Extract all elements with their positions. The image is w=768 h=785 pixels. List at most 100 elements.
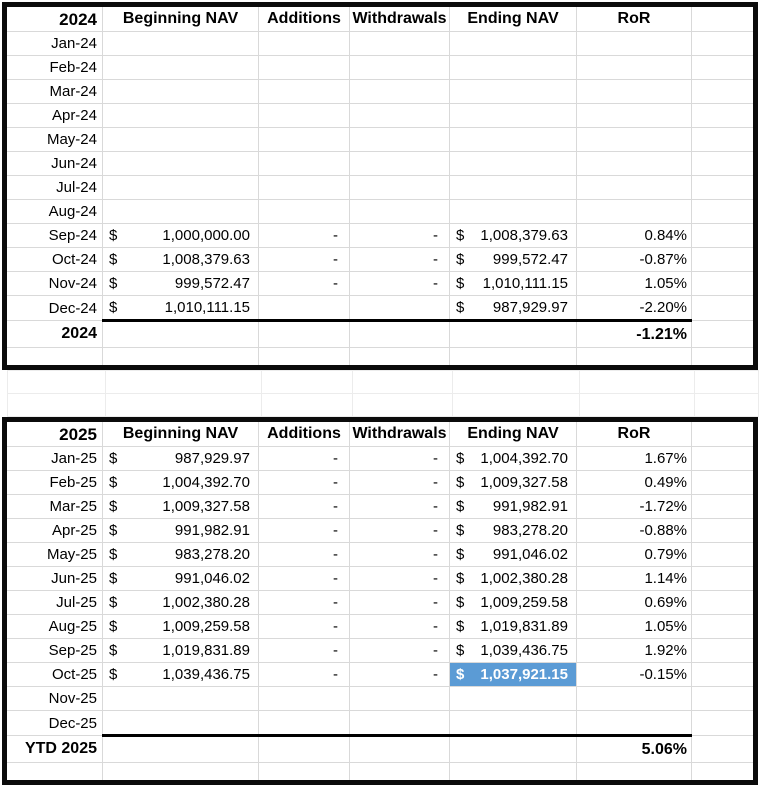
cell-empty[interactable]: [576, 762, 692, 783]
cell-withdrawals[interactable]: [349, 295, 450, 321]
cell-beginning-nav[interactable]: [102, 103, 259, 128]
cell-additions[interactable]: -: [258, 614, 350, 639]
total-ror-cell[interactable]: 5.06%: [576, 734, 692, 763]
cell-empty[interactable]: [579, 370, 695, 394]
cell-additions[interactable]: [258, 199, 350, 224]
cell-month[interactable]: Mar-25: [4, 494, 103, 519]
cell-withdrawals[interactable]: [349, 710, 450, 736]
cell-additions[interactable]: [258, 295, 350, 321]
cell-withdrawals[interactable]: -: [349, 662, 450, 687]
cell-ror[interactable]: -2.20%: [576, 295, 692, 321]
cell-ending-nav[interactable]: $1,008,379.63: [449, 223, 577, 248]
cell-beginning-nav[interactable]: [102, 199, 259, 224]
cell-additions[interactable]: [258, 103, 350, 128]
cell-empty[interactable]: [691, 320, 756, 348]
cell-withdrawals[interactable]: -: [349, 638, 450, 663]
cell-ending-nav[interactable]: [449, 199, 577, 224]
cell-empty[interactable]: [261, 393, 353, 417]
cell-beginning-nav[interactable]: $991,982.91: [102, 518, 259, 543]
cell-month[interactable]: Nov-25: [4, 686, 103, 711]
cell-withdrawals[interactable]: -: [349, 271, 450, 296]
cell-beginning-nav[interactable]: [102, 127, 259, 152]
cell-withdrawals[interactable]: [349, 199, 450, 224]
cell-month[interactable]: Jul-25: [4, 590, 103, 615]
cell-empty[interactable]: [352, 370, 453, 394]
cell-empty[interactable]: [691, 247, 756, 272]
cell-withdrawals[interactable]: [349, 31, 450, 56]
cell-ror[interactable]: [576, 199, 692, 224]
cell-empty[interactable]: [691, 347, 756, 368]
cell-ending-nav[interactable]: $983,278.20: [449, 518, 577, 543]
cell-withdrawals[interactable]: [349, 151, 450, 176]
header-beginning-nav[interactable]: Beginning NAV: [102, 4, 259, 32]
cell-beginning-nav[interactable]: [102, 710, 259, 736]
cell-ror[interactable]: 0.69%: [576, 590, 692, 615]
cell-empty[interactable]: [449, 319, 577, 348]
cell-month[interactable]: Jun-25: [4, 566, 103, 591]
cell-additions[interactable]: [258, 79, 350, 104]
cell-ror[interactable]: [576, 710, 692, 736]
cell-empty[interactable]: [691, 4, 756, 32]
cell-beginning-nav[interactable]: $1,004,392.70: [102, 470, 259, 495]
cell-empty[interactable]: [102, 319, 259, 348]
cell-empty[interactable]: [349, 762, 450, 783]
cell-withdrawals[interactable]: -: [349, 590, 450, 615]
cell-ror[interactable]: 0.49%: [576, 470, 692, 495]
cell-empty[interactable]: [4, 762, 103, 783]
cell-empty[interactable]: [691, 638, 756, 663]
cell-beginning-nav[interactable]: [102, 55, 259, 80]
cell-ror[interactable]: -0.15%: [576, 662, 692, 687]
cell-withdrawals[interactable]: [349, 127, 450, 152]
cell-additions[interactable]: [258, 127, 350, 152]
cell-ending-nav[interactable]: $1,002,380.28: [449, 566, 577, 591]
cell-month[interactable]: Feb-24: [4, 55, 103, 80]
cell-additions[interactable]: [258, 55, 350, 80]
cell-beginning-nav[interactable]: $1,039,436.75: [102, 662, 259, 687]
cell-beginning-nav[interactable]: [102, 151, 259, 176]
cell-empty[interactable]: [691, 199, 756, 224]
cell-empty[interactable]: [691, 151, 756, 176]
cell-ending-nav[interactable]: [449, 31, 577, 56]
cell-empty[interactable]: [691, 223, 756, 248]
cell-empty[interactable]: [579, 393, 695, 417]
cell-beginning-nav[interactable]: $987,929.97: [102, 446, 259, 471]
cell-ending-nav[interactable]: $991,982.91: [449, 494, 577, 519]
cell-additions[interactable]: -: [258, 494, 350, 519]
cell-ror[interactable]: 1.92%: [576, 638, 692, 663]
cell-empty[interactable]: [694, 370, 759, 394]
cell-ror[interactable]: -0.87%: [576, 247, 692, 272]
total-label-cell[interactable]: 2024: [4, 320, 103, 348]
cell-ror[interactable]: [576, 151, 692, 176]
cell-ending-nav[interactable]: $991,046.02: [449, 542, 577, 567]
cell-empty[interactable]: [691, 614, 756, 639]
cell-beginning-nav[interactable]: $1,019,831.89: [102, 638, 259, 663]
cell-beginning-nav[interactable]: $1,008,379.63: [102, 247, 259, 272]
header-beginning-nav[interactable]: Beginning NAV: [102, 419, 259, 447]
cell-additions[interactable]: -: [258, 590, 350, 615]
cell-empty[interactable]: [258, 734, 350, 763]
cell-empty[interactable]: [691, 518, 756, 543]
cell-empty[interactable]: [105, 393, 262, 417]
cell-withdrawals[interactable]: -: [349, 247, 450, 272]
cell-month[interactable]: Oct-25: [4, 662, 103, 687]
cell-month[interactable]: Jan-24: [4, 31, 103, 56]
cell-withdrawals[interactable]: [349, 175, 450, 200]
cell-withdrawals[interactable]: -: [349, 542, 450, 567]
cell-ending-nav-selected[interactable]: $1,037,921.15: [449, 662, 577, 687]
cell-additions[interactable]: -: [258, 247, 350, 272]
cell-ror[interactable]: -1.72%: [576, 494, 692, 519]
cell-ending-nav[interactable]: $1,009,259.58: [449, 590, 577, 615]
cell-empty[interactable]: [691, 735, 756, 763]
header-withdrawals[interactable]: Withdrawals: [349, 419, 450, 447]
cell-ending-nav[interactable]: [449, 127, 577, 152]
cell-additions[interactable]: -: [258, 566, 350, 591]
cell-beginning-nav[interactable]: [102, 175, 259, 200]
cell-ror[interactable]: 1.05%: [576, 271, 692, 296]
cell-ror[interactable]: [576, 127, 692, 152]
cell-empty[interactable]: [7, 370, 106, 394]
cell-additions[interactable]: [258, 686, 350, 711]
header-additions[interactable]: Additions: [258, 419, 350, 447]
cell-withdrawals[interactable]: -: [349, 446, 450, 471]
cell-withdrawals[interactable]: [349, 103, 450, 128]
cell-month[interactable]: Nov-24: [4, 271, 103, 296]
